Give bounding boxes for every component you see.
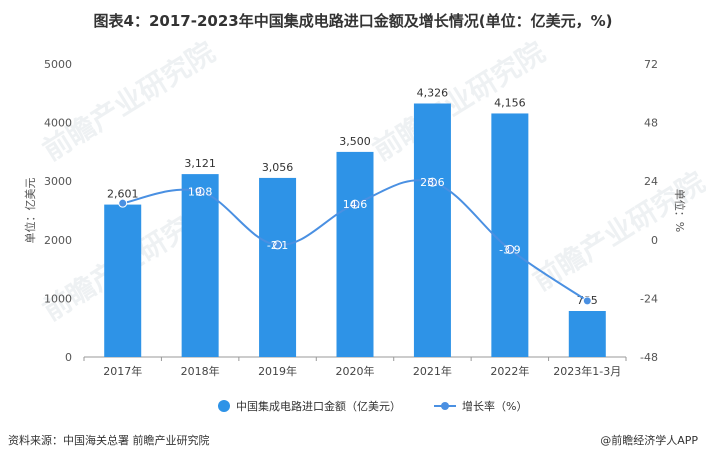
bar-value-label: 2,601 [107, 188, 139, 201]
y2-axis-title: 单位：% [673, 189, 687, 232]
legend-item-bar[interactable]: 中国集成电路进口金额（亿美元） [218, 398, 401, 414]
growth-point [582, 296, 592, 306]
x-tick-label: 2018年 [181, 364, 220, 378]
growth-value-label: 23.6 [420, 176, 445, 189]
y-tick-label: 3000 [44, 175, 72, 188]
y2-tick-label: 24 [644, 175, 658, 188]
growth-point [505, 244, 515, 254]
y-tick-label: 1000 [44, 292, 72, 305]
growth-value-label: 14.6 [343, 198, 368, 211]
bar [181, 174, 219, 357]
legend-line-label: 增长率（%） [462, 400, 528, 413]
x-tick-label: 2020年 [336, 364, 375, 378]
y2-tick-label: 48 [644, 117, 658, 130]
growth-point [350, 199, 360, 209]
legend-line-swatch [434, 400, 456, 412]
bar [491, 113, 529, 357]
y-tick-label: 4000 [44, 117, 72, 130]
source-text: 资料来源：中国海关总署 前瞻产业研究院 [8, 434, 210, 447]
legend-item-line[interactable]: 增长率（%） [434, 398, 527, 414]
growth-value-label: 19.8 [188, 185, 213, 198]
bar [259, 177, 297, 357]
legend-bar-swatch [218, 400, 230, 412]
bar-value-label: 4,156 [494, 96, 526, 109]
bar-value-label: 3,056 [262, 161, 294, 174]
bar-value-label: 4,326 [417, 86, 449, 99]
growth-value-label: -2.1 [267, 239, 288, 252]
growth-point [195, 186, 205, 196]
x-tick-label: 2023年1-3月 [553, 364, 621, 378]
bar-value-label: 3,121 [184, 157, 216, 170]
legend-bar-label: 中国集成电路进口金额（亿美元） [236, 400, 401, 413]
y2-tick-label: 0 [651, 234, 658, 247]
bar [336, 151, 374, 357]
y-tick-label: 2000 [44, 234, 72, 247]
y2-tick-label: -48 [640, 351, 658, 364]
growth-point [118, 198, 128, 208]
bar [104, 204, 142, 357]
bar-value-label: 3,500 [339, 135, 371, 148]
y-tick-label: 5000 [44, 58, 72, 71]
chart-title: 图表4：2017-2023年中国集成电路进口金额及增长情况(单位：亿美元，%) [93, 12, 613, 30]
footer: 资料来源：中国海关总署 前瞻产业研究院 @前瞻经济学人APP [8, 432, 698, 452]
x-tick-label: 2017年 [103, 364, 142, 378]
x-tick-label: 2021年 [413, 364, 452, 378]
growth-point [273, 240, 283, 250]
growth-value-label: -3.9 [499, 243, 520, 256]
x-tick-label: 2019年 [258, 364, 297, 378]
x-tick-label: 2022年 [490, 364, 529, 378]
y2-tick-label: 72 [644, 58, 658, 71]
legend: 中国集成电路进口金额（亿美元） 增长率（%） [0, 398, 706, 416]
brand-text: @前瞻经济学人APP [600, 434, 698, 447]
bar [568, 310, 606, 357]
y-axis-title: 单位：亿美元 [23, 178, 37, 244]
chart-canvas: 0 1000 2000 3000 4000 5000 -48 -24 0 24 48 72 单位：亿美元… [23, 58, 687, 378]
growth-point [427, 177, 437, 187]
y-tick-label: 0 [65, 351, 72, 364]
bar [413, 103, 451, 357]
y2-tick-label: -24 [640, 292, 658, 305]
